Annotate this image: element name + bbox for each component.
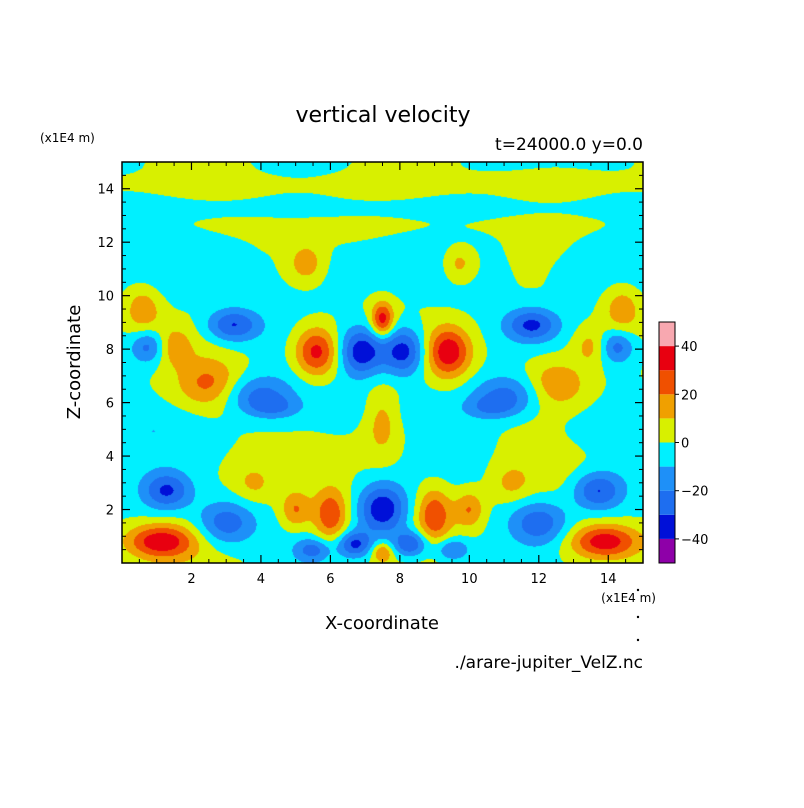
colorbar-tick-label: 40 [681,340,698,355]
chart-subtitle: t=24000.0 y=0.0 [495,135,643,155]
stray-dots [636,588,640,642]
axes: 2 4 6 8 10 12 14 2 4 6 8 10 12 14 [97,161,644,587]
colorbar-swatch [659,322,675,347]
colorbar-swatch [659,418,675,443]
colorbar-tick-label: 20 [681,388,698,403]
y-tick-label: 8 [106,343,114,358]
y-tick-label: 14 [97,183,114,198]
y-tick-label: 2 [106,504,114,519]
plot-area [122,162,643,563]
colorbar-swatch [659,370,675,395]
contour-field [122,162,643,563]
colorbar-swatch [659,394,675,419]
x-tick-label: 12 [531,572,548,587]
colorbar-swatch [659,490,675,515]
colorbar-swatch [659,538,675,563]
x-tick-label: 10 [461,572,478,587]
x-tick-label: 2 [187,572,195,587]
x-axis-label: X-coordinate [325,613,439,634]
x-tick-label: 6 [326,572,334,587]
chart-title: vertical velocity [295,103,470,128]
colorbar-frame [658,321,676,564]
y-axis-label: Z-coordinate [64,305,85,420]
colorbar-swatch [659,346,675,371]
colorbar-tick-label: −40 [681,533,708,548]
y-tick-label: 12 [97,236,114,251]
colorbar-swatch [659,442,675,467]
colorbar: 40 20 0 −20 −40 [659,322,708,563]
colorbar-swatch [659,466,675,491]
x-tick-label: 8 [396,572,404,587]
x-tick-label: 4 [257,572,265,587]
source-file-label: ./arare-jupiter_VelZ.nc [455,653,643,673]
y-tick-label: 4 [106,450,114,465]
x-tick-label: 14 [600,572,617,587]
x-unit-label: (x1E4 m) [601,591,656,605]
y-unit-label: (x1E4 m) [40,131,95,145]
y-tick-label: 6 [106,397,114,412]
y-tick-label: 10 [97,290,114,305]
colorbar-swatch [659,514,675,539]
colorbar-tick-label: 0 [681,437,689,452]
colorbar-tick-label: −20 [681,485,708,500]
